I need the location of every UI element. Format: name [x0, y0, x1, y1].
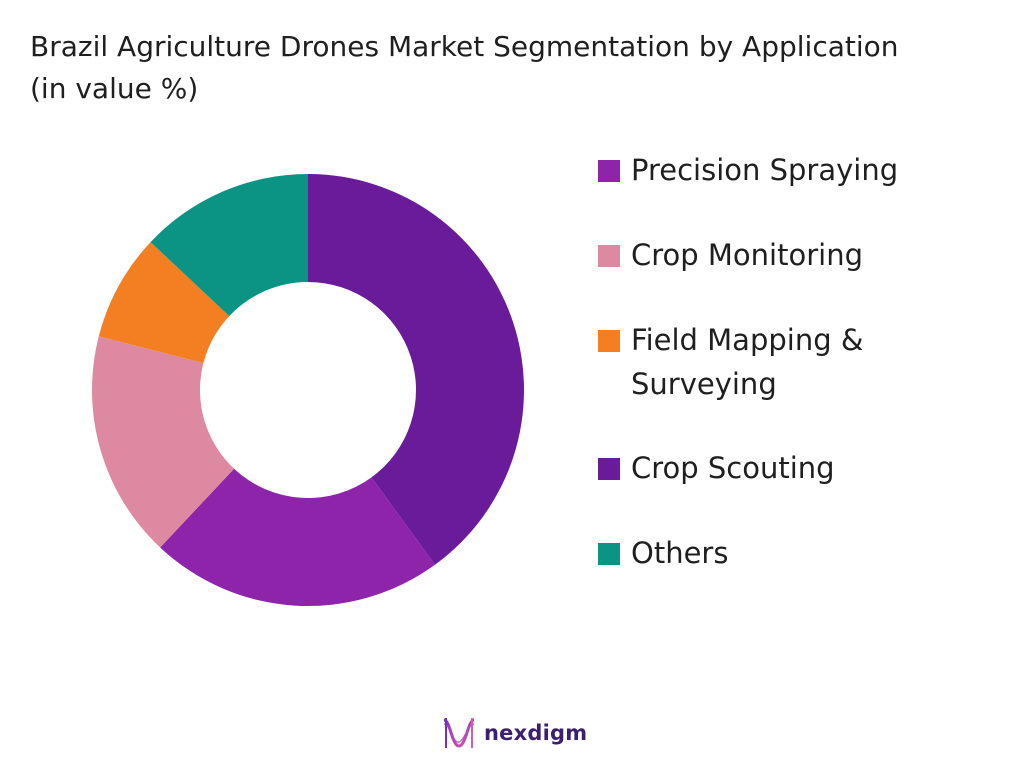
legend-label: Precision Spraying [631, 153, 899, 187]
nexdigm-wave-icon [443, 718, 475, 748]
donut-slice-crop-scouting [308, 174, 524, 565]
legend-label: Crop Monitoring [631, 238, 863, 272]
legend-label: Field Mapping & Surveying [631, 323, 864, 401]
legend-label: Crop Scouting [631, 451, 835, 485]
legend-item-crop-scouting: Crop Scouting [598, 446, 835, 490]
legend-item-crop-monitoring: Crop Monitoring [598, 233, 863, 277]
legend-swatch [598, 160, 620, 182]
brand-name: nexdigm [484, 721, 588, 745]
donut-slice-field-mapping-surveying [98, 242, 230, 364]
legend-swatch [598, 330, 620, 352]
donut-slice-others [150, 174, 308, 317]
legend-item-precision-spraying: Precision Spraying [598, 148, 898, 192]
legend-swatch [598, 245, 620, 267]
legend-item-others: Others [598, 531, 728, 575]
donut-slice-precision-spraying [160, 468, 435, 606]
legend-swatch [598, 543, 620, 565]
legend-item-field-mapping-surveying: Field Mapping & Surveying [598, 318, 863, 406]
legend-label: Others [631, 536, 729, 570]
donut-slice-crop-monitoring [92, 336, 235, 548]
brand-logo: nexdigm [440, 714, 587, 752]
chart-title: Brazil Agriculture Drones Market Segment… [30, 30, 899, 105]
legend-swatch [598, 458, 620, 480]
